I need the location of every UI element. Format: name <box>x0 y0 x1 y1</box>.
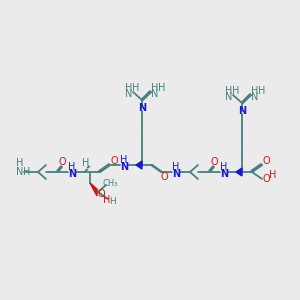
Text: H: H <box>23 167 31 177</box>
Text: H: H <box>151 83 159 93</box>
Text: O: O <box>210 157 218 167</box>
Text: H: H <box>82 158 90 168</box>
Text: H: H <box>232 86 240 96</box>
Text: O: O <box>58 157 66 167</box>
Text: H: H <box>220 162 228 172</box>
Text: O: O <box>262 156 270 166</box>
Text: O: O <box>110 156 118 166</box>
Text: O: O <box>262 174 270 184</box>
Text: N: N <box>120 162 128 172</box>
Polygon shape <box>236 168 242 176</box>
Text: N: N <box>225 92 233 102</box>
Text: H: H <box>258 86 266 96</box>
Text: N: N <box>16 167 24 177</box>
Text: N: N <box>172 169 180 179</box>
Polygon shape <box>136 161 142 169</box>
Polygon shape <box>90 183 97 196</box>
Text: CH₃: CH₃ <box>102 178 118 188</box>
Text: H: H <box>103 195 111 205</box>
Text: N: N <box>251 92 259 102</box>
Text: H: H <box>68 162 76 172</box>
Text: H: H <box>158 83 166 93</box>
Text: N: N <box>151 89 159 99</box>
Text: H: H <box>120 155 128 165</box>
Text: N: N <box>138 103 146 113</box>
Text: N: N <box>125 89 133 99</box>
Text: H: H <box>125 83 133 93</box>
Text: O: O <box>160 172 168 182</box>
Text: H: H <box>16 158 24 168</box>
Text: O: O <box>97 189 105 199</box>
Text: H: H <box>269 170 277 180</box>
Text: H: H <box>132 83 140 93</box>
Text: N: N <box>220 169 228 179</box>
Text: N: N <box>238 106 246 116</box>
Text: H: H <box>172 162 180 172</box>
Text: H: H <box>225 86 233 96</box>
Text: N: N <box>68 169 76 179</box>
Text: H: H <box>110 196 116 206</box>
Text: H: H <box>251 86 259 96</box>
